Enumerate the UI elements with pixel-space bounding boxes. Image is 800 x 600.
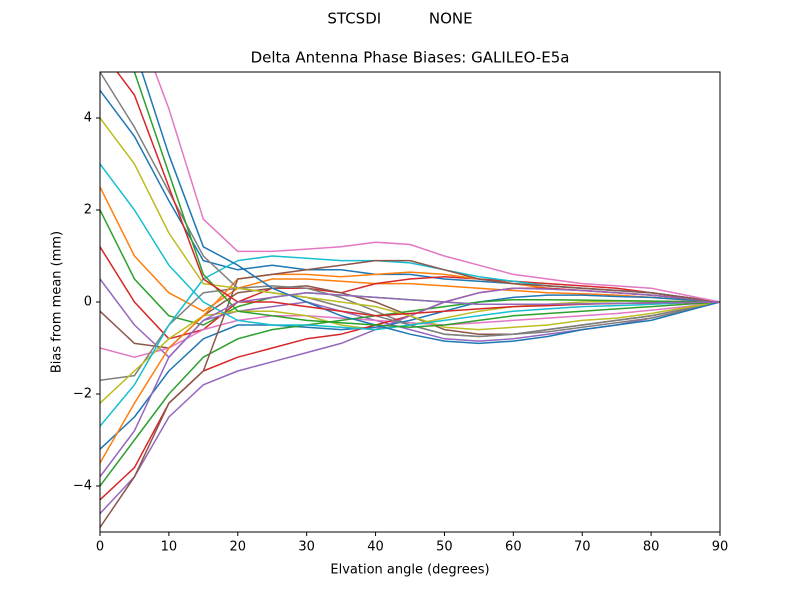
series-line [100,298,720,487]
series-line [100,186,720,312]
plot-lines [100,72,720,528]
series-line [154,72,720,303]
series-line [100,117,720,331]
series-line [141,72,720,345]
x-tick-label: 70 [574,540,591,555]
chart-title: Delta Antenna Phase Biases: GALILEO-E5a [251,49,570,67]
y-tick-label: 0 [84,295,92,310]
y-tick-label: 4 [84,111,92,126]
x-tick-label: 10 [161,540,178,555]
series-line [100,292,720,478]
series-line [100,301,720,358]
series-line [100,163,720,331]
suptitle: STCSDI NONE [327,10,472,28]
series-line [100,294,720,450]
x-tick-label: 90 [712,540,729,555]
x-tick-label: 60 [505,540,522,555]
x-tick-label: 0 [96,540,104,555]
series-line [133,72,720,329]
x-tick-label: 80 [643,540,660,555]
x-tick-label: 20 [230,540,247,555]
x-tick-label: 30 [298,540,315,555]
y-axis-label: Bias from mean (mm) [50,231,65,373]
series-line [100,259,720,528]
y-tick-label: 2 [84,203,92,218]
x-axis-label: Elvation angle (degrees) [330,563,489,578]
y-tick-label: −2 [73,387,92,402]
y-tick-label: −4 [73,479,92,494]
x-tick-label: 50 [436,540,453,555]
x-tick-label: 40 [367,540,384,555]
